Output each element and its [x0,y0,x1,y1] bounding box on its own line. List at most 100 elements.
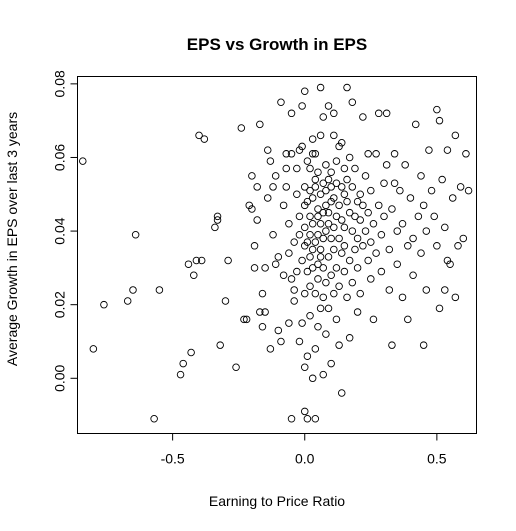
data-point [349,99,356,106]
data-point [291,298,298,305]
data-point [460,235,467,242]
y-axis: 0.00 0.02 0.04 0.06 0.08 [52,70,78,392]
data-point [315,169,322,176]
data-point [251,265,258,272]
data-point [391,150,398,157]
data-point [394,261,401,268]
data-point [294,268,301,275]
data-point [365,150,372,157]
data-point [457,184,464,191]
data-point [267,158,274,165]
data-point [307,165,314,172]
data-point [312,176,319,183]
data-point [368,239,375,246]
data-point [320,294,327,301]
data-point [320,265,327,272]
data-point [441,287,448,294]
data-point [283,165,290,172]
data-point [275,327,282,334]
data-point [360,202,367,209]
data-point [331,224,338,231]
data-point [465,187,472,194]
data-point [315,323,322,330]
data-point [415,213,422,220]
data-point [352,165,359,172]
data-point [294,165,301,172]
data-point [325,103,332,110]
data-point [301,408,308,415]
data-point [251,242,258,249]
data-point [323,331,330,338]
data-point [360,114,367,121]
data-point [362,173,369,180]
data-point [283,184,290,191]
data-point [344,176,351,183]
data-point [320,235,327,242]
data-point [389,206,396,213]
data-point [328,272,335,279]
data-point [225,257,232,264]
data-point [177,371,184,378]
data-point [370,220,377,227]
data-point [185,261,192,268]
data-point [386,287,393,294]
x-tick-label: 0.5 [427,451,447,467]
data-point [320,114,327,121]
data-point [418,173,425,180]
data-point [294,191,301,198]
data-point [331,246,338,253]
data-point [331,110,338,117]
data-point [317,220,324,227]
data-point [341,224,348,231]
data-point [296,338,303,345]
data-point [349,279,356,286]
data-point [341,268,348,275]
data-point [301,88,308,95]
data-point [130,287,137,294]
data-point [333,316,340,323]
data-point [278,338,285,345]
data-point [323,228,330,235]
data-point [267,346,274,353]
data-point [262,265,269,272]
data-point [391,180,398,187]
data-point [436,305,443,312]
data-point [370,316,377,323]
data-point [420,342,427,349]
data-point [307,231,314,238]
data-point [328,360,335,367]
data-point [151,415,158,422]
data-point [257,121,264,128]
data-point [254,217,261,224]
data-point [79,158,86,165]
data-point [331,290,338,297]
data-point [307,283,314,290]
data-point [394,228,401,235]
data-point [304,415,311,422]
data-point [320,371,327,378]
data-point [288,110,295,117]
data-point [238,125,245,132]
y-tick-label: 0.04 [52,217,68,244]
data-point [312,346,319,353]
data-point [286,320,293,327]
y-tick-label: 0.02 [52,291,68,318]
data-point [357,191,364,198]
x-axis: -0.5 0.0 0.5 [161,434,447,467]
data-point [344,198,351,205]
data-point [444,147,451,154]
data-point [275,254,282,261]
data-point [325,254,332,261]
data-point [354,265,361,272]
data-point [357,290,364,297]
data-point [410,272,417,279]
data-point [375,110,382,117]
data-point [399,220,406,227]
data-point [349,184,356,191]
data-point [378,268,385,275]
data-point [280,272,287,279]
data-point [124,298,131,305]
data-point [452,132,459,139]
data-point [399,294,406,301]
